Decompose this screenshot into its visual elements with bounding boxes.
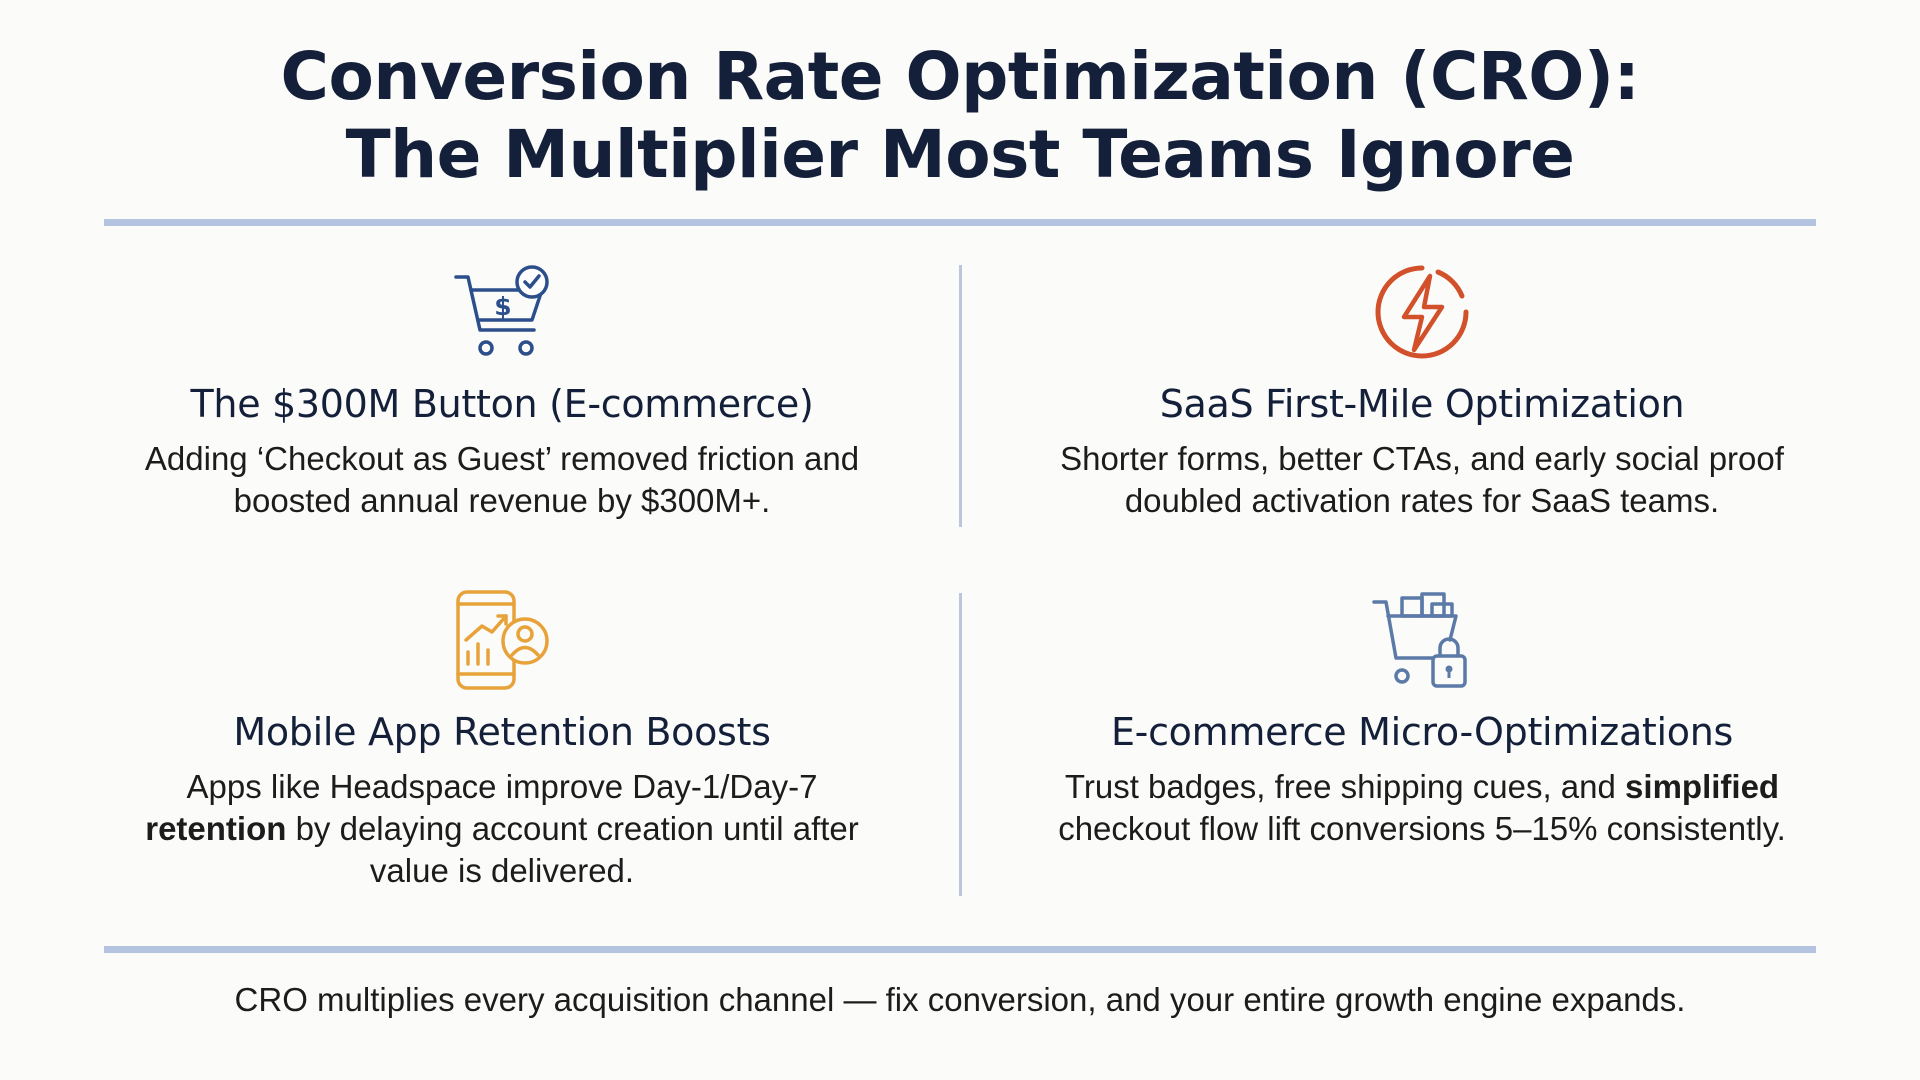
bold-text: simplified: [1625, 768, 1780, 805]
card-description: Trust badges, free shipping cues, and si…: [1022, 766, 1822, 850]
card-description-line: doubled activation rates for SaaS teams.: [1124, 482, 1720, 519]
card-title: E-commerce Micro-Optimizations: [1110, 710, 1734, 754]
card-title: Mobile App Retention Boosts: [233, 710, 771, 754]
page-title-line-1: Conversion Rate Optimization (CRO):: [280, 38, 1640, 115]
card-title: SaaS First-Mile Optimization: [1159, 382, 1685, 426]
shopping-cart-dollar-check-icon: $: [452, 262, 552, 367]
card-description-line: Trust badges, free shipping cues, and si…: [1022, 766, 1822, 808]
card-title: The $300M Button (E-commerce): [190, 382, 814, 426]
text-run: by delaying account creation until after: [286, 810, 859, 847]
page-title-line-2: The Multiplier Most Teams Ignore: [345, 116, 1575, 193]
svg-text:$: $: [494, 292, 511, 321]
card-description-line: Apps like Headspace improve Day-1/Day-7: [186, 768, 818, 805]
column-divider-bottom: [959, 593, 962, 896]
bold-text: retention: [145, 810, 287, 847]
card-mobile-retention: Mobile App Retention Boosts Apps like He…: [102, 588, 902, 892]
card-description: Shorter forms, better CTAs, and early so…: [1022, 438, 1822, 522]
card-saas-first-mile: SaaS First-Mile Optimization Shorter for…: [1022, 260, 1822, 522]
lightning-bolt-circle-icon: [1372, 262, 1472, 367]
card-ecommerce-micro: E-commerce Micro-Optimizations Trust bad…: [1022, 588, 1822, 850]
card-description-line: retention by delaying account creation u…: [102, 808, 902, 850]
cart-lock-icon: [1370, 588, 1474, 697]
bottom-divider: [104, 946, 1816, 953]
column-divider-top: [959, 265, 962, 527]
card-description: Apps like Headspace improve Day-1/Day-7 …: [102, 766, 902, 892]
card-description-line: value is delivered.: [369, 852, 635, 889]
card-description-line: checkout flow lift conversions 5–15% con…: [1058, 810, 1786, 847]
card-ecommerce-button: $ The $300M Button (E-commerce) Adding ‘…: [102, 260, 902, 522]
top-divider: [104, 219, 1816, 226]
page-title: Conversion Rate Optimization (CRO): The …: [0, 38, 1920, 194]
footer-summary: CRO multiplies every acquisition channel…: [234, 981, 1686, 1018]
card-description-line: boosted annual revenue by $300M+.: [233, 482, 771, 519]
card-description-line: Shorter forms, better CTAs, and early so…: [1060, 440, 1784, 477]
text-run: Trust badges, free shipping cues, and: [1064, 768, 1626, 805]
mobile-chart-user-icon: [452, 588, 552, 697]
card-description: Adding ‘Checkout as Guest’ removed frict…: [102, 438, 902, 522]
card-description-line: Adding ‘Checkout as Guest’ removed frict…: [144, 440, 860, 477]
